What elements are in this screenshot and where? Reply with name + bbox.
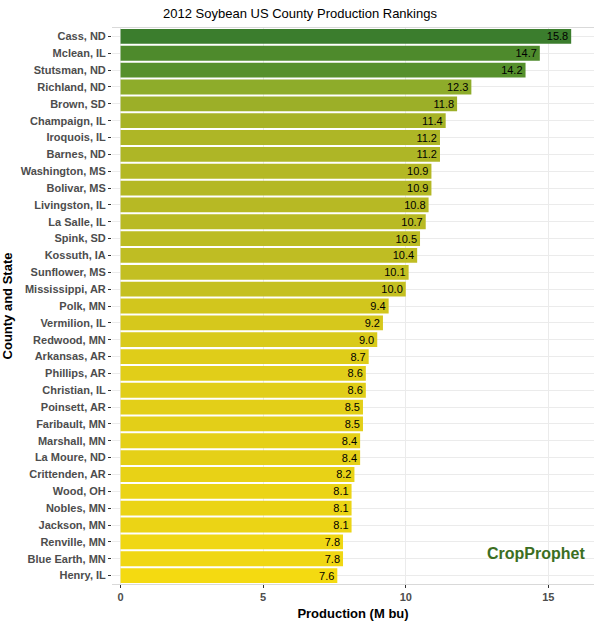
svg-text:Blue Earth, MN: Blue Earth, MN [28,553,106,565]
svg-text:9.4: 9.4 [370,300,385,312]
svg-text:Jackson, MN: Jackson, MN [39,519,106,531]
svg-text:Mississippi, AR: Mississippi, AR [25,283,106,295]
svg-text:Faribault, MN: Faribault, MN [36,418,106,430]
svg-text:Stutsman, ND: Stutsman, ND [34,64,106,76]
svg-text:CropProphet: CropProphet [487,545,585,562]
svg-text:12.3: 12.3 [447,81,468,93]
svg-text:7.8: 7.8 [325,536,340,548]
svg-text:7.6: 7.6 [319,570,334,582]
svg-text:8.2: 8.2 [336,468,351,480]
svg-text:Wood, OH: Wood, OH [53,485,106,497]
svg-text:Christian, IL: Christian, IL [42,384,106,396]
svg-text:10.9: 10.9 [407,165,428,177]
svg-text:8.1: 8.1 [333,519,348,531]
svg-text:Vermilion, IL: Vermilion, IL [40,317,106,329]
svg-text:8.4: 8.4 [342,452,357,464]
svg-text:Spink, SD: Spink, SD [54,232,105,244]
svg-text:2012 Soybean US County Product: 2012 Soybean US County Production Rankin… [163,6,437,21]
svg-text:10.4: 10.4 [393,249,414,261]
svg-text:Mclean, IL: Mclean, IL [53,47,106,59]
svg-text:Phillips, AR: Phillips, AR [45,367,106,379]
svg-text:8.4: 8.4 [342,435,357,447]
svg-text:8.5: 8.5 [345,401,360,413]
svg-text:10: 10 [400,591,412,603]
svg-text:Production (M bu): Production (M bu) [297,606,408,621]
svg-text:10.7: 10.7 [401,216,422,228]
svg-text:8.6: 8.6 [348,384,363,396]
svg-text:10.8: 10.8 [404,199,425,211]
svg-text:Marshall, MN: Marshall, MN [38,435,106,447]
svg-text:11.2: 11.2 [416,148,437,160]
svg-text:Polk, MN: Polk, MN [59,300,106,312]
svg-text:Kossuth, IA: Kossuth, IA [45,249,106,261]
svg-text:10.0: 10.0 [381,283,402,295]
svg-text:14.7: 14.7 [515,47,536,59]
svg-text:8.1: 8.1 [333,502,348,514]
svg-text:Richland, ND: Richland, ND [37,81,106,93]
svg-text:Redwood, MN: Redwood, MN [33,334,106,346]
svg-text:Livingston, IL: Livingston, IL [34,199,106,211]
svg-text:11.8: 11.8 [434,98,455,110]
svg-text:0: 0 [117,591,123,603]
svg-text:Champaign, IL: Champaign, IL [30,115,106,127]
svg-text:8.7: 8.7 [350,351,365,363]
svg-text:Cass, ND: Cass, ND [58,30,106,42]
svg-text:10.5: 10.5 [396,233,417,245]
svg-text:Nobles, MN: Nobles, MN [46,502,106,514]
svg-text:La Moure, ND: La Moure, ND [35,451,106,463]
svg-text:Barnes, ND: Barnes, ND [47,148,106,160]
svg-text:County and State: County and State [0,253,15,360]
svg-text:14.2: 14.2 [501,64,522,76]
svg-text:9.2: 9.2 [365,317,380,329]
svg-text:Poinsett, AR: Poinsett, AR [41,401,106,413]
svg-text:11.4: 11.4 [422,115,443,127]
svg-text:15.8: 15.8 [547,30,568,42]
svg-text:8.1: 8.1 [333,485,348,497]
svg-text:11.2: 11.2 [416,132,437,144]
svg-text:Sunflower, MS: Sunflower, MS [31,266,106,278]
svg-text:Bolivar, MS: Bolivar, MS [47,182,106,194]
svg-text:8.5: 8.5 [345,418,360,430]
svg-text:15: 15 [542,591,554,603]
svg-text:Renville, MN: Renville, MN [40,536,105,548]
svg-text:Brown, SD: Brown, SD [50,98,106,110]
svg-text:Iroquois, IL: Iroquois, IL [47,131,107,143]
svg-text:Crittenden, AR: Crittenden, AR [29,468,106,480]
svg-text:9.0: 9.0 [359,334,374,346]
svg-text:La Salle, IL: La Salle, IL [48,216,106,228]
svg-text:Arkansas, AR: Arkansas, AR [35,350,106,362]
svg-text:10.9: 10.9 [407,182,428,194]
svg-text:10.1: 10.1 [384,266,405,278]
svg-text:5: 5 [260,591,266,603]
svg-text:Washington, MS: Washington, MS [21,165,106,177]
svg-text:Henry, IL: Henry, IL [60,569,107,581]
svg-text:8.6: 8.6 [348,367,363,379]
svg-text:7.8: 7.8 [325,553,340,565]
